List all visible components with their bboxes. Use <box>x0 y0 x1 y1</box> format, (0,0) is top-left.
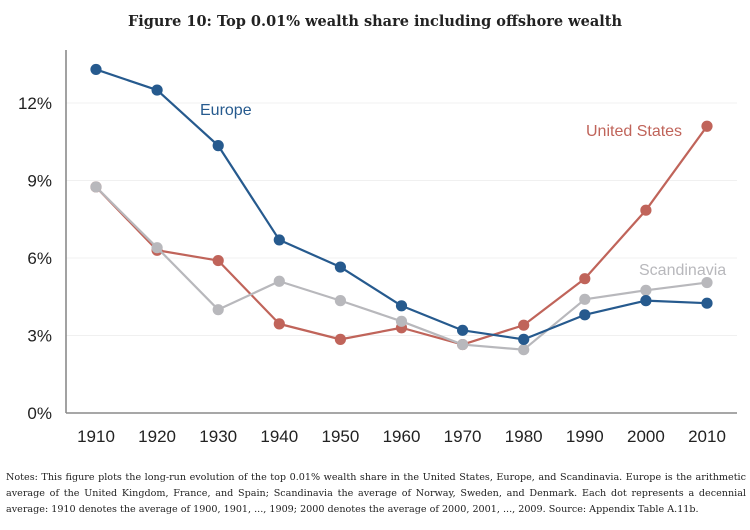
data-point-europe <box>701 297 713 309</box>
data-point-scandinavia <box>395 315 408 327</box>
x-tick-label: 2010 <box>688 427 726 446</box>
line-chart: 0% 3% 6% 9% 12% 1910 1920 1930 1940 1950 1960 1970… <box>18 50 737 446</box>
series-label-europe: Europe <box>200 102 252 119</box>
x-tick-label: 1910 <box>77 427 115 446</box>
data-point-scandinavia <box>151 242 163 254</box>
y-tick-label: 9% <box>27 172 52 191</box>
data-point-scandinavia <box>273 275 285 287</box>
y-tick-labels: 0% 3% 6% 9% 12% <box>18 94 52 423</box>
data-point-united-states <box>334 333 346 345</box>
axes <box>65 50 737 414</box>
series-label-scandinavia: Scandinavia <box>639 262 726 279</box>
series-europe <box>90 63 713 345</box>
data-point-europe <box>273 234 285 246</box>
x-tick-labels: 1910 1920 1930 1940 1950 1960 1970 1980 1990 2000… <box>77 427 726 446</box>
data-point-united-states <box>518 319 530 331</box>
data-point-united-states <box>579 273 591 285</box>
x-tick-label: 1970 <box>444 427 482 446</box>
x-tick-label: 1980 <box>505 427 543 446</box>
data-point-united-states <box>701 120 713 132</box>
data-point-scandinavia <box>457 338 469 351</box>
x-tick-label: 1930 <box>199 427 237 446</box>
series-line-united-states <box>95 125 708 346</box>
data-point-scandinavia <box>518 344 530 356</box>
grid-lines <box>66 102 737 336</box>
y-tick-label: 6% <box>27 249 52 268</box>
x-tick-label: 1960 <box>383 427 421 446</box>
data-point-europe <box>395 300 408 312</box>
data-point-scandinavia <box>334 295 346 307</box>
data-point-scandinavia <box>90 181 102 193</box>
data-point-scandinavia <box>640 284 652 296</box>
series-scandinavia <box>90 181 713 356</box>
figure-notes: Notes: This figure plots the long-run ev… <box>6 472 746 515</box>
x-tick-label: 1940 <box>260 427 298 446</box>
data-point-united-states <box>640 204 652 216</box>
x-tick-label: 1950 <box>321 427 359 446</box>
data-point-europe <box>151 84 163 96</box>
data-point-europe <box>518 333 530 345</box>
series-labels: Europe United States Scandinavia <box>200 102 726 279</box>
data-point-europe <box>334 261 346 273</box>
data-point-scandinavia <box>212 304 224 316</box>
y-tick-label: 3% <box>27 327 52 346</box>
data-point-europe <box>212 140 224 152</box>
data-point-united-states <box>212 254 224 267</box>
data-point-united-states <box>273 318 285 330</box>
chart-title: Figure 10: Top 0.01% wealth share includ… <box>127 13 623 30</box>
data-point-europe <box>457 324 469 336</box>
x-tick-label: 1990 <box>566 427 604 446</box>
x-tick-label: 1920 <box>138 427 176 446</box>
data-point-scandinavia <box>579 293 591 305</box>
data-point-europe <box>90 63 102 76</box>
y-tick-label: 12% <box>18 94 52 113</box>
series-label-united-states: United States <box>586 123 682 140</box>
series-group <box>90 63 713 356</box>
series-line-europe <box>95 68 708 341</box>
y-tick-label: 0% <box>27 404 52 423</box>
data-point-europe <box>579 309 591 321</box>
data-point-scandinavia <box>701 276 713 289</box>
data-point-europe <box>640 295 652 307</box>
x-tick-label: 2000 <box>627 427 665 446</box>
